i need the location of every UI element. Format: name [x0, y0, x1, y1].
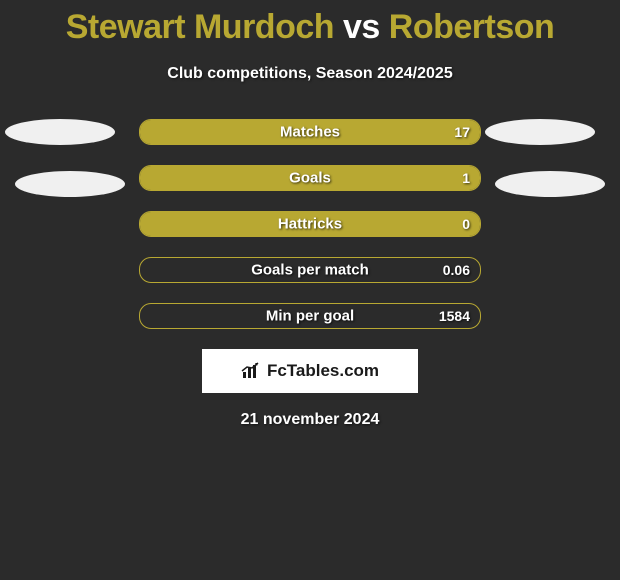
subtitle: Club competitions, Season 2024/2025: [0, 65, 620, 83]
chart-icon: [241, 362, 263, 380]
stat-row: Hattricks 0: [139, 211, 481, 237]
stat-label: Hattricks: [278, 216, 342, 233]
stat-value-right: 17: [454, 124, 470, 140]
brand-text: FcTables.com: [267, 361, 379, 381]
page-title: Stewart Murdoch vs Robertson: [0, 0, 620, 47]
stat-row: Matches 17: [139, 119, 481, 145]
player-ellipse-right-3: [495, 171, 605, 197]
stat-value-right: 1: [462, 170, 470, 186]
stat-row: Min per goal 1584: [139, 303, 481, 329]
stat-row: Goals 1: [139, 165, 481, 191]
footer-date: 21 november 2024: [0, 411, 620, 429]
stat-label: Min per goal: [266, 308, 354, 325]
player2-name: Robertson: [389, 8, 555, 46]
stat-value-right: 0.06: [443, 262, 470, 278]
stat-label: Goals: [289, 170, 331, 187]
stats-section: Matches 17 Goals 1 Hattricks 0 Goals per match…: [0, 119, 620, 329]
player-ellipse-left-2: [15, 171, 125, 197]
brand-box[interactable]: FcTables.com: [202, 349, 418, 393]
player-ellipse-left-0: [5, 119, 115, 145]
stat-value-right: 0: [462, 216, 470, 232]
stat-row: Goals per match 0.06: [139, 257, 481, 283]
vs-text: vs: [343, 8, 380, 46]
stat-value-right: 1584: [439, 308, 470, 324]
stat-label: Goals per match: [251, 262, 369, 279]
stat-label: Matches: [280, 124, 340, 141]
player-ellipse-right-1: [485, 119, 595, 145]
player1-name: Stewart Murdoch: [66, 8, 334, 46]
